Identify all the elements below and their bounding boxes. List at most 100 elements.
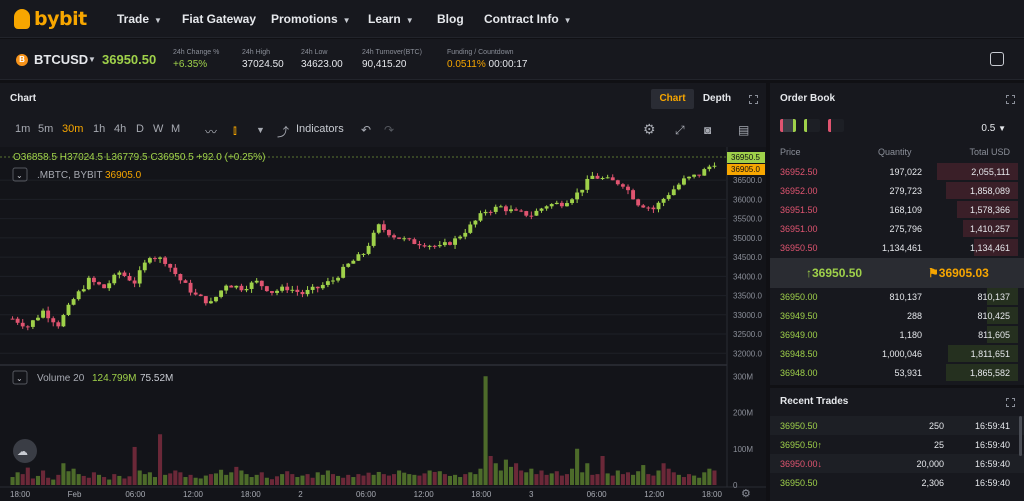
volume-bar	[300, 475, 305, 485]
candle	[381, 224, 386, 231]
undo-icon[interactable]: ↶	[361, 123, 372, 137]
timeframe-m[interactable]: M	[171, 123, 181, 135]
volume-axis[interactable]: 300M 200M 100M 0	[733, 372, 753, 490]
gear-icon[interactable]: ⚙	[643, 121, 656, 137]
bid-row[interactable]: 36950.00 810,137 810,137	[770, 287, 1024, 306]
both-sides-view-icon[interactable]	[780, 119, 796, 132]
volume-bar	[615, 470, 620, 485]
asks-only-view-icon[interactable]	[828, 119, 844, 132]
timeframe-5m[interactable]: 5m	[38, 123, 54, 135]
mid-last-price-value: 36950.50	[812, 266, 863, 280]
bid-row[interactable]: 36948.50 1,000,046 1,811,651	[770, 344, 1024, 363]
expand-icon[interactable]	[749, 95, 758, 104]
time-tick-label: 12:00	[414, 490, 435, 499]
scrollbar[interactable]	[1019, 416, 1022, 456]
indicators-button[interactable]: Indicators	[296, 123, 344, 135]
chart-settings-icon[interactable]: ▤	[738, 123, 750, 137]
chart-area[interactable]: 36500.0 36000.0 35500.0 35000.0 34500.0 34000…	[0, 147, 766, 501]
gear-icon[interactable]: ⚙	[741, 488, 751, 500]
price-chart[interactable]: 36500.0 36000.0 35500.0 35000.0 34500.0 34000…	[0, 147, 766, 501]
volume-bar	[519, 470, 524, 485]
ask-row[interactable]: 36951.50 168,109 1,578,366	[770, 200, 1024, 219]
timeframe-d[interactable]: D	[136, 123, 144, 135]
time-tick-label: 18:00	[241, 490, 262, 499]
mid-last-price[interactable]: ↑36950.50	[806, 266, 862, 280]
collapse-series-button[interactable]	[12, 167, 28, 182]
candle	[636, 199, 641, 206]
ohlc-change: +92.0 (+0.25%)	[197, 152, 266, 163]
candle	[295, 289, 300, 292]
candlestick-icon[interactable]: ⫾	[233, 123, 237, 137]
price-axis[interactable]: 36500.0 36000.0 35500.0 35000.0 34500.0 34000…	[733, 176, 762, 358]
volume-bar	[259, 472, 264, 485]
timeframe-w[interactable]: W	[153, 123, 164, 135]
price-tick-label: 32500.0	[733, 330, 762, 339]
candle	[544, 206, 549, 209]
nav-fiat-gateway[interactable]: Fiat Gateway	[182, 12, 256, 26]
volume-bar	[478, 468, 483, 485]
bid-row[interactable]: 36949.50 288 810,425	[770, 306, 1024, 325]
mid-mark-price[interactable]: ⚑36905.03	[928, 266, 989, 280]
line-chart-icon[interactable]: 〰	[205, 125, 218, 139]
ask-row[interactable]: 36951.00 275,796 1,410,257	[770, 219, 1024, 238]
chevron-down-icon[interactable]: ▼	[256, 125, 265, 135]
candle	[692, 174, 697, 177]
timeframe-1h[interactable]: 1h	[93, 123, 106, 135]
volume-bar	[219, 469, 224, 485]
expand-icon[interactable]	[1006, 95, 1015, 104]
timeframe-1m[interactable]: 1m	[15, 123, 31, 135]
ask-row[interactable]: 36950.50 1,134,461 1,134,461	[770, 238, 1024, 257]
candle	[142, 262, 147, 271]
timeframe-30m[interactable]: 30m	[62, 123, 84, 135]
symbol-selector[interactable]: BTCUSD	[34, 52, 89, 67]
row-total: 1,865,582	[969, 368, 1010, 378]
candle	[280, 286, 285, 291]
candle	[264, 286, 269, 292]
indicators-icon[interactable]: ⤴	[277, 125, 290, 139]
camera-icon[interactable]: ◙	[704, 123, 712, 137]
candle	[305, 289, 310, 295]
candle	[270, 291, 274, 293]
nav-contract-info[interactable]: Contract Info ▼	[484, 12, 572, 26]
volume-bar	[625, 472, 631, 485]
price-tick-label: 34500.0	[733, 253, 762, 262]
collapse-volume-button[interactable]	[12, 370, 28, 385]
tab-depth[interactable]: Depth	[702, 93, 732, 104]
index-price-tag[interactable]	[727, 164, 765, 175]
tab-chart[interactable]: Chart	[651, 89, 694, 109]
bids-only-view-icon[interactable]	[804, 119, 820, 132]
volume-bars[interactable]	[10, 376, 717, 485]
time-axis[interactable]: 18:00 Feb 06:00 12:00 18:00 2 06:00 12:00 18:00 3…	[10, 490, 723, 499]
last-price-tag[interactable]	[727, 152, 765, 163]
nav-learn[interactable]: Learn ▼	[368, 12, 414, 26]
volume-label: Volume 20	[37, 373, 85, 384]
depth-bar	[987, 326, 1018, 343]
row-quantity: 197,022	[889, 167, 922, 177]
grid[interactable]	[0, 179, 727, 354]
redo-icon[interactable]: ↷	[384, 123, 395, 137]
nav-blog[interactable]: Blog	[437, 12, 464, 26]
expand-icon[interactable]	[1006, 398, 1015, 407]
candle	[483, 211, 488, 214]
ask-row[interactable]: 36952.50 197,022 2,055,111	[770, 162, 1024, 181]
nav-trade[interactable]: Trade ▼	[117, 12, 162, 26]
volume-bar	[198, 478, 203, 485]
bid-row[interactable]: 36949.00 1,180 811,605	[770, 325, 1024, 344]
ask-row[interactable]: 36952.00 279,723 1,858,089	[770, 181, 1024, 200]
fullscreen-icon[interactable]: ⤢	[675, 123, 685, 137]
volume-bar	[580, 472, 585, 485]
volume-bar	[274, 476, 280, 485]
trade-price: 36950.00↓	[780, 459, 823, 469]
candle	[203, 296, 208, 304]
candle	[626, 186, 630, 191]
bid-row[interactable]: 36948.00 53,931 1,865,582	[770, 363, 1024, 382]
nav-promotions[interactable]: Promotions ▼	[271, 12, 351, 26]
layout-settings-icon[interactable]	[990, 52, 1004, 66]
chevron-down-icon[interactable]: ▼	[88, 55, 96, 64]
bybit-logo[interactable]: bybit	[14, 8, 87, 30]
volume-bar	[280, 474, 285, 485]
candles[interactable]	[10, 162, 717, 331]
precision-selector[interactable]: 0.5 ▼	[981, 123, 1006, 134]
cloud-icon[interactable]	[13, 439, 37, 463]
timeframe-4h[interactable]: 4h	[114, 123, 127, 135]
